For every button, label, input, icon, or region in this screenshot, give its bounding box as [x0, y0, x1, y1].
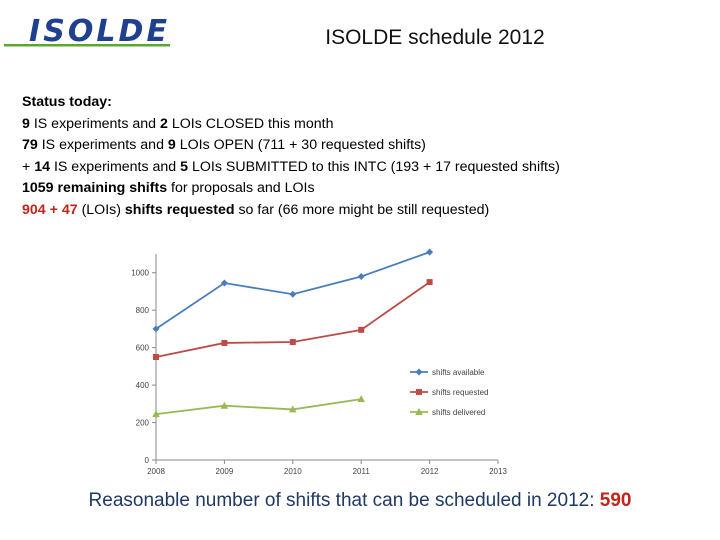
data-point-diamond	[357, 272, 365, 280]
requested-text-1: (LOIs)	[77, 201, 125, 218]
y-tick-label: 800	[136, 306, 150, 315]
closed-loi-count: 2	[160, 115, 168, 132]
legend-label: shifts delivered	[432, 408, 485, 417]
status-block: Status today: 9 IS experiments and 2 LOI…	[22, 92, 712, 221]
data-point-triangle	[152, 410, 160, 418]
submitted-is-count: 14	[34, 158, 51, 175]
chart-legend: shifts available shifts requested shifts d…	[410, 368, 488, 417]
data-point-triangle	[289, 405, 297, 413]
data-point-diamond	[415, 368, 423, 376]
data-point-triangle	[220, 401, 229, 409]
submitted-prefix: +	[22, 158, 35, 175]
y-tick-label: 1000	[131, 269, 149, 278]
status-line-open: 79 IS experiments and 9 LOIs OPEN (711 +…	[22, 135, 712, 157]
data-point-square	[426, 279, 433, 286]
logo-text: ISOLDE	[29, 14, 168, 49]
footer-note: Reasonable number of shifts that can be …	[0, 490, 720, 512]
slide-title: ISOLDE schedule 2012	[325, 26, 545, 49]
data-point-square	[289, 339, 296, 346]
y-tick-label: 600	[136, 344, 150, 353]
data-point-diamond	[289, 290, 297, 298]
submitted-loi-count: 5	[180, 158, 189, 175]
shifts-requested-label: shifts requested	[124, 201, 235, 218]
data-point-diamond	[220, 279, 228, 287]
status-line-remaining: 1059 remaining shifts for proposals and …	[22, 178, 712, 200]
status-line-requested: 904 + 47 (LOIs) shifts requested so far …	[22, 200, 712, 222]
y-tick-label: 200	[136, 419, 150, 428]
series-line	[155, 398, 362, 416]
open-text-1: IS experiments and	[37, 137, 168, 153]
data-point-triangle	[357, 395, 365, 403]
submitted-text-2: LOIs SUBMITTED to this INTC (193 + 17 re…	[188, 158, 560, 175]
data-point-square	[358, 326, 365, 333]
data-point-diamond	[152, 325, 160, 333]
legend-label: shifts available	[432, 368, 485, 377]
x-tick-label: 2010	[284, 467, 302, 476]
shifts-line-chart: 0 200 400 600 800 1000 2008 2009 2010 2011 2012 201…	[131, 248, 507, 476]
closed-text-1: IS experiments and	[29, 115, 161, 132]
data-point-square	[221, 339, 228, 346]
series-line	[155, 251, 430, 330]
data-point-triangle	[415, 408, 423, 415]
chart-series	[152, 248, 434, 418]
data-point-square	[153, 354, 159, 360]
logo-underline	[4, 44, 170, 47]
data-point-diamond	[426, 248, 434, 256]
remaining-text: for proposals and LOIs	[167, 180, 315, 196]
isolde-logo: ISOLDE	[4, 14, 170, 49]
closed-text-2: LOIs CLOSED this month	[167, 115, 334, 132]
chart-axes: 0 200 400 600 800 1000 2008 2009 2010 2011 2012 201…	[131, 254, 507, 476]
requested-shifts-value: 904 + 47	[22, 201, 78, 218]
status-line-closed: 9 IS experiments and 2 LOIs CLOSED this …	[22, 114, 712, 136]
open-is-count: 79	[22, 137, 38, 153]
x-tick-label: 2011	[353, 467, 371, 476]
data-point-square	[416, 389, 422, 395]
footer-value: 590	[599, 490, 632, 511]
y-tick-label: 0	[145, 456, 150, 465]
legend-label: shifts requested	[432, 388, 488, 397]
remaining-shifts: 1059 remaining shifts	[22, 180, 168, 196]
open-text-2: LOIs OPEN (711 + 30 requested shifts)	[175, 137, 426, 153]
submitted-text-1: IS experiments and	[50, 158, 181, 175]
status-line-submitted: + 14 IS experiments and 5 LOIs SUBMITTED…	[22, 157, 712, 179]
x-tick-label: 2012	[421, 467, 439, 476]
x-tick-label: 2009	[216, 467, 234, 476]
status-heading: Status today:	[22, 94, 112, 110]
footer-text: Reasonable number of shifts that can be …	[88, 490, 600, 511]
y-tick-label: 400	[136, 381, 150, 390]
x-tick-label: 2013	[489, 467, 507, 476]
open-loi-count: 9	[167, 137, 176, 153]
closed-is-count: 9	[22, 115, 30, 132]
x-tick-label: 2008	[147, 467, 165, 476]
requested-text-2: so far (66 more might be still requested…	[234, 201, 490, 218]
